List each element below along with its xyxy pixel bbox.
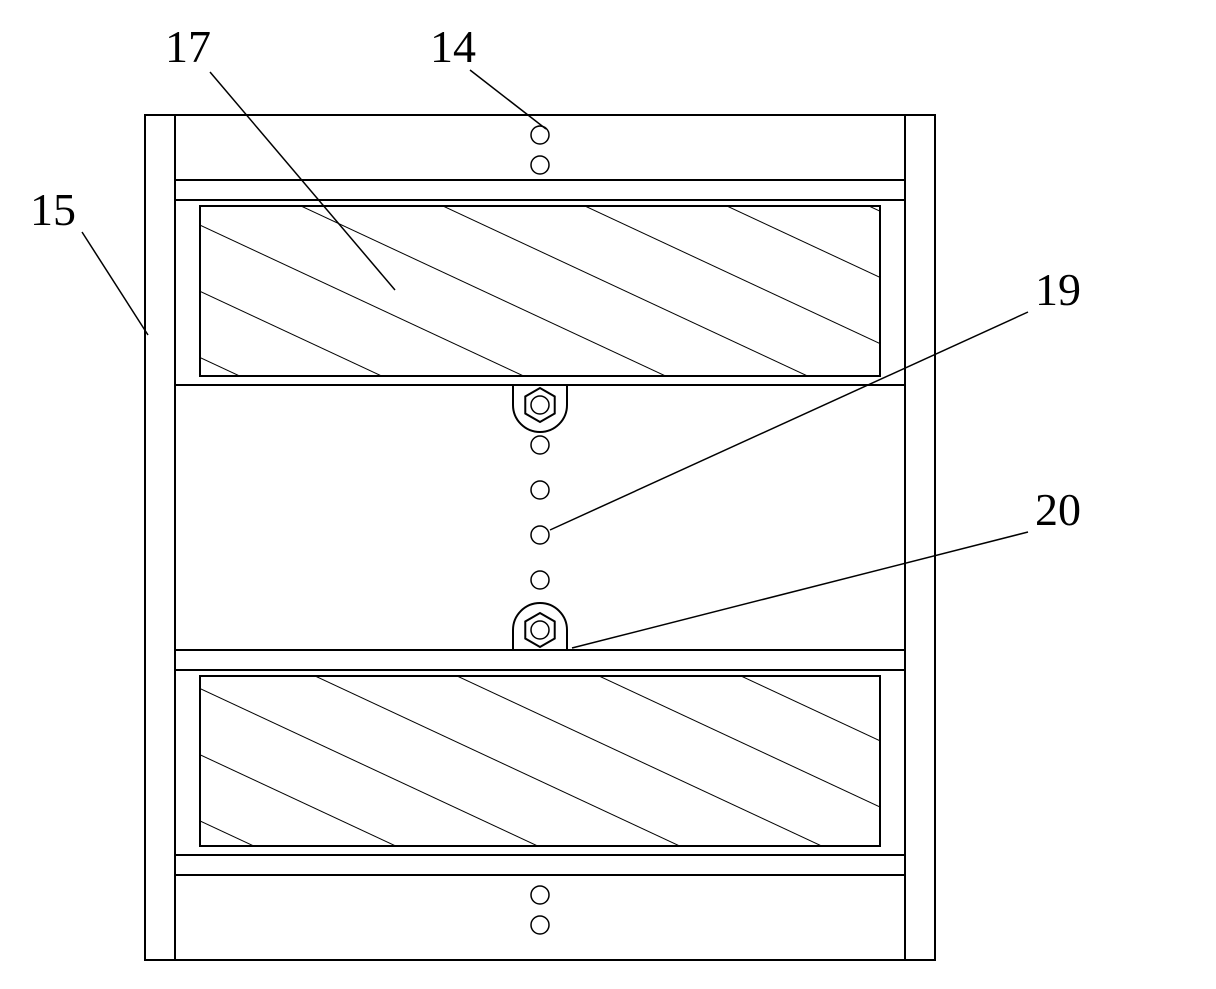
hatched-panel-top-hatch	[0, 6, 1080, 576]
callout-label-20: 20	[1035, 484, 1081, 535]
hole-top-0	[531, 126, 549, 144]
hole-bot-1	[531, 916, 549, 934]
hole-mid-3	[531, 571, 549, 589]
hole-bot-0	[531, 886, 549, 904]
hole-mid-1	[531, 481, 549, 499]
callout-label-19: 19	[1035, 264, 1081, 315]
hole-top-1	[531, 156, 549, 174]
bolt-bottom-hex	[525, 613, 554, 647]
bolt-top-hex	[525, 388, 554, 422]
hatched-panel-bottom-hatch	[0, 476, 1080, 989]
hole-mid-0	[531, 436, 549, 454]
hole-mid-2	[531, 526, 549, 544]
callout-label-14: 14	[430, 21, 476, 72]
callout-label-15: 15	[30, 184, 76, 235]
leader-14	[470, 70, 546, 129]
callout-label-17: 17	[165, 21, 211, 72]
leader-15	[82, 232, 148, 335]
leader-20	[572, 532, 1028, 648]
